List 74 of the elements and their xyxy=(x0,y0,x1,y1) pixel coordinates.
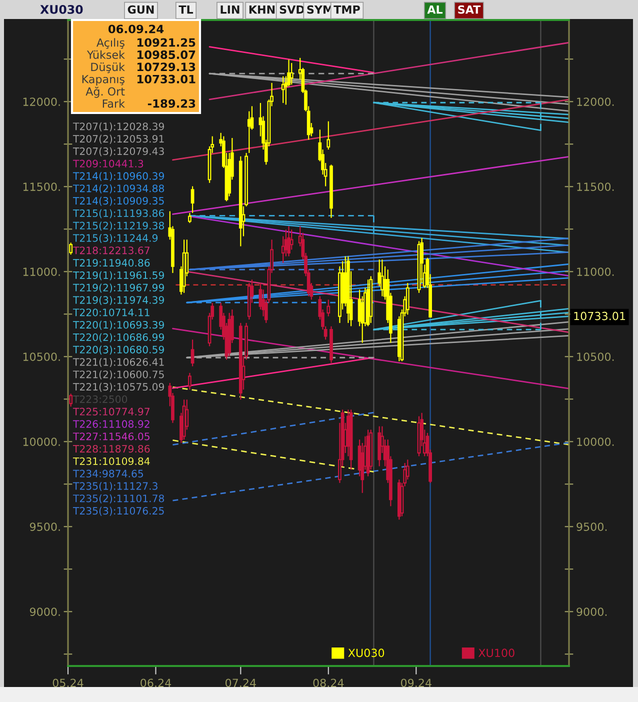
text: SVD xyxy=(280,5,304,14)
text: T226:11108.92 xyxy=(72,420,150,428)
text: T235(2):11101.78 xyxy=(72,494,164,504)
text: TL xyxy=(178,5,194,14)
text: T235(1):11127.3 xyxy=(72,482,158,492)
annotation: 10985.07 xyxy=(137,50,196,60)
text: T220(1):10693.39 xyxy=(72,320,164,330)
text: T225:10774.97 xyxy=(72,408,150,416)
y2-tick-label: 12000. xyxy=(577,98,614,106)
text: T227:11546.05 xyxy=(72,432,150,440)
x-tick-label: 07.24 xyxy=(225,678,256,688)
text: T220(2):10686.99 xyxy=(72,333,164,342)
text: T207(2):12053.91 xyxy=(72,134,164,144)
text: T218:12213.67 xyxy=(72,246,150,254)
text: T214(2):10934.88 xyxy=(72,184,164,194)
legend-label: XU030 xyxy=(348,648,384,658)
y-tick-label: 11500. xyxy=(23,182,60,191)
text: T207(3):12079.43 xyxy=(72,147,164,156)
chart-title: XU030 xyxy=(40,4,83,14)
annotation: 10733.01 xyxy=(137,74,196,84)
text: T215(3):11244.9 xyxy=(72,234,158,244)
y2-tick-label: 11500. xyxy=(577,182,614,191)
annotation: 06.09.24 xyxy=(108,24,164,34)
text: LIN xyxy=(220,5,240,14)
text: T209:10441.3 xyxy=(72,160,144,168)
text: T219(3):11974.39 xyxy=(72,296,164,306)
text: T214(1):10960.39 xyxy=(72,172,164,182)
annotation: Fark xyxy=(102,99,125,108)
text: T220(3):10680.59 xyxy=(72,346,164,355)
text: TMP xyxy=(334,5,360,14)
y2-tick-label: 10500. xyxy=(577,352,614,361)
text: T231:10109.84 xyxy=(72,457,150,466)
annotation: Kapanış xyxy=(82,75,124,86)
y-tick-label: 12000. xyxy=(23,98,60,106)
legend-label: XU100 xyxy=(478,648,514,658)
annotation: Yüksek xyxy=(86,50,125,59)
text: T221(1):10626.41 xyxy=(72,358,164,368)
text: KHN xyxy=(249,5,275,14)
text: GUN xyxy=(128,5,154,14)
annotation: -189.23 xyxy=(148,99,196,108)
text: T235(3):11076.25 xyxy=(72,506,164,516)
text: T221(2):10600.75 xyxy=(72,370,164,380)
annotation: Ağ. Ort xyxy=(86,86,125,98)
text: T214(3):10909.35 xyxy=(72,196,164,206)
x-tick-label: 09.24 xyxy=(400,678,432,688)
annotation: Açılış xyxy=(96,38,124,49)
annotation: 10921.25 xyxy=(137,38,196,47)
text: T228:11879.86 xyxy=(72,444,150,453)
annotation: 10729.13 xyxy=(137,62,196,72)
text: T219(2):11967.99 xyxy=(72,284,164,293)
text: T219(1):11961.59 xyxy=(72,271,164,280)
y2-tick-label: 9500. xyxy=(576,522,607,531)
text: 10733.01 xyxy=(574,312,625,320)
x-tick-label: 05.24 xyxy=(52,678,84,688)
text: T219:11940.86 xyxy=(72,258,150,267)
text: T221(3):10575.09 xyxy=(72,382,164,392)
annotation: Düşük xyxy=(91,62,125,74)
x-tick-label: 08.24 xyxy=(313,678,344,688)
y2-tick-label: 10000. xyxy=(577,438,614,446)
text: T207(1):12028.39 xyxy=(72,122,164,132)
y-tick-label: 9500. xyxy=(30,522,60,531)
text: SAT xyxy=(458,5,481,14)
y-tick-label: 10000. xyxy=(23,438,60,446)
y2-tick-label: 11000. xyxy=(577,268,614,276)
text: T234:9874.65 xyxy=(72,470,144,478)
y-tick-label: 10500. xyxy=(23,352,60,361)
text: T215(1):11193.86 xyxy=(72,209,164,218)
y2-tick-label: 9000. xyxy=(576,608,607,616)
text: T215(2):11219.38 xyxy=(72,222,164,231)
x-tick-label: 06.24 xyxy=(140,678,172,688)
y-tick-label: 11000. xyxy=(23,268,60,276)
text: AL xyxy=(427,5,443,14)
y-tick-label: 9000. xyxy=(30,608,60,616)
text: T220:10714.11 xyxy=(72,308,150,316)
